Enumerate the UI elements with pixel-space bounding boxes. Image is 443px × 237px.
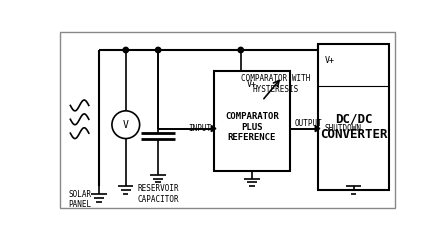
Text: V+: V+ <box>247 80 257 89</box>
Bar <box>214 71 290 171</box>
Bar <box>318 44 389 190</box>
Text: V: V <box>123 120 129 130</box>
Text: OUTPUT: OUTPUT <box>295 119 322 128</box>
Text: RESERVOIR
CAPACITOR: RESERVOIR CAPACITOR <box>137 184 179 204</box>
Polygon shape <box>211 125 216 132</box>
Circle shape <box>238 47 244 53</box>
Polygon shape <box>315 125 320 132</box>
Text: SHUTDOWN: SHUTDOWN <box>324 124 361 133</box>
Text: SOLAR
PANEL: SOLAR PANEL <box>68 190 91 209</box>
Text: COMPARATOR
PLUS
REFERENCE: COMPARATOR PLUS REFERENCE <box>225 112 279 142</box>
Circle shape <box>155 47 161 53</box>
Circle shape <box>123 47 128 53</box>
Text: DC/DC
CONVERTER: DC/DC CONVERTER <box>320 113 388 141</box>
Text: COMPARATOR WITH
HYSTERESIS: COMPARATOR WITH HYSTERESIS <box>241 74 311 94</box>
Text: INPUT: INPUT <box>188 124 211 133</box>
Circle shape <box>112 111 140 139</box>
Text: V+: V+ <box>324 56 334 65</box>
